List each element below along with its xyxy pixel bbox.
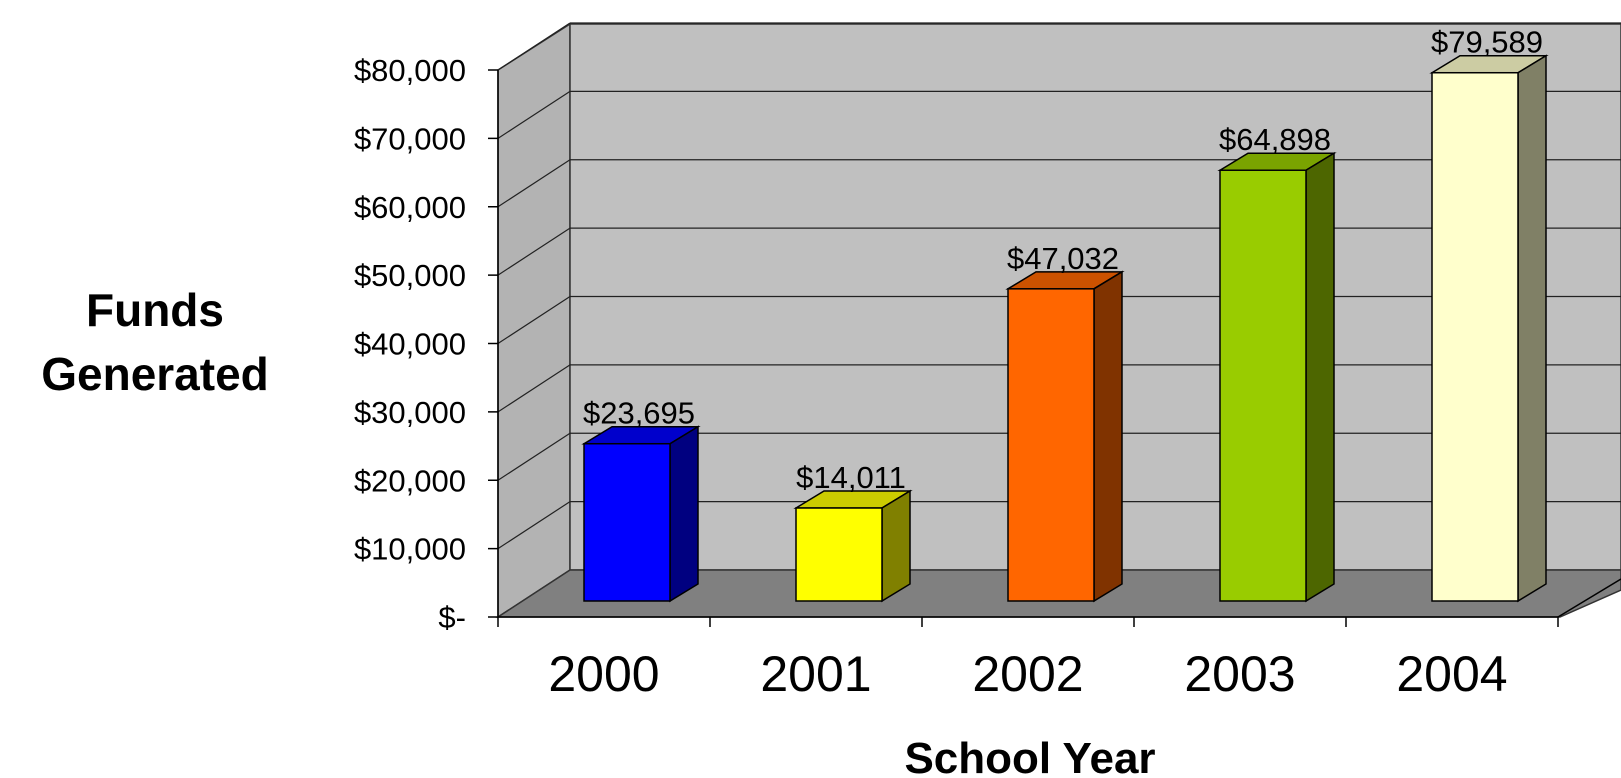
bar-2000: $23,695 — [581, 396, 701, 603]
y-tick-label: $10,000 — [354, 532, 466, 567]
bar-front — [583, 442, 671, 602]
gridline-side — [497, 432, 571, 481]
x-tick-label: 2003 — [1184, 646, 1295, 702]
x-tick-label: 2001 — [760, 646, 871, 702]
bar-2001: $14,011 — [793, 460, 913, 603]
bar-side — [881, 489, 911, 603]
gridline-side — [497, 159, 571, 208]
bar-front — [795, 507, 883, 602]
y-tick-label: $- — [438, 600, 466, 635]
bar-side — [1093, 270, 1123, 603]
bar-front — [1219, 169, 1307, 602]
x-tick-label: 2004 — [1396, 646, 1507, 702]
y-tick-label: $50,000 — [354, 258, 466, 293]
bar-2004: $79,589 — [1429, 25, 1549, 603]
y-tick-label: $30,000 — [354, 395, 466, 430]
y-tick-label: $70,000 — [354, 121, 466, 156]
bar-side — [1517, 54, 1547, 603]
y-axis: $- $10,000 $20,000 $30,000 $40,000 $50,000 $60… — [354, 53, 499, 635]
bars: $23,695 $14,011 $47,032 $64,898 $79,589 — [581, 25, 1549, 603]
y-axis-title-line-2: Generated — [41, 348, 269, 400]
data-label: $64,898 — [1219, 122, 1331, 157]
data-label: $79,589 — [1431, 25, 1543, 60]
data-label: $47,032 — [1007, 241, 1119, 276]
bar-2002: $47,032 — [1005, 241, 1125, 603]
y-tick-label: $80,000 — [354, 53, 466, 88]
gridline-side — [497, 90, 571, 139]
data-label: $14,011 — [796, 460, 906, 495]
x-tick-label: 2002 — [972, 646, 1083, 702]
bar-2003: $64,898 — [1217, 122, 1337, 603]
y-tick-label: $40,000 — [354, 327, 466, 362]
gridline-side — [497, 364, 571, 413]
floor-edge — [1557, 578, 1621, 618]
gridline-side — [497, 227, 571, 276]
x-axis-title: School Year — [904, 734, 1155, 778]
bar-side — [669, 425, 699, 603]
bar-front — [1007, 288, 1095, 602]
bar-front — [1431, 71, 1519, 602]
gridline-side — [497, 22, 571, 71]
gridline-side — [497, 295, 571, 345]
data-label: $23,695 — [583, 396, 695, 431]
y-axis-title-line-1: Funds — [86, 284, 224, 336]
y-tick-label: $20,000 — [354, 463, 466, 498]
gridline-side — [497, 501, 571, 550]
x-axis: 2000 2001 2002 2003 2004 — [497, 578, 1621, 702]
bar-side — [1305, 151, 1335, 603]
x-tick-label: 2000 — [548, 646, 659, 702]
y-tick-label: $60,000 — [354, 190, 466, 225]
